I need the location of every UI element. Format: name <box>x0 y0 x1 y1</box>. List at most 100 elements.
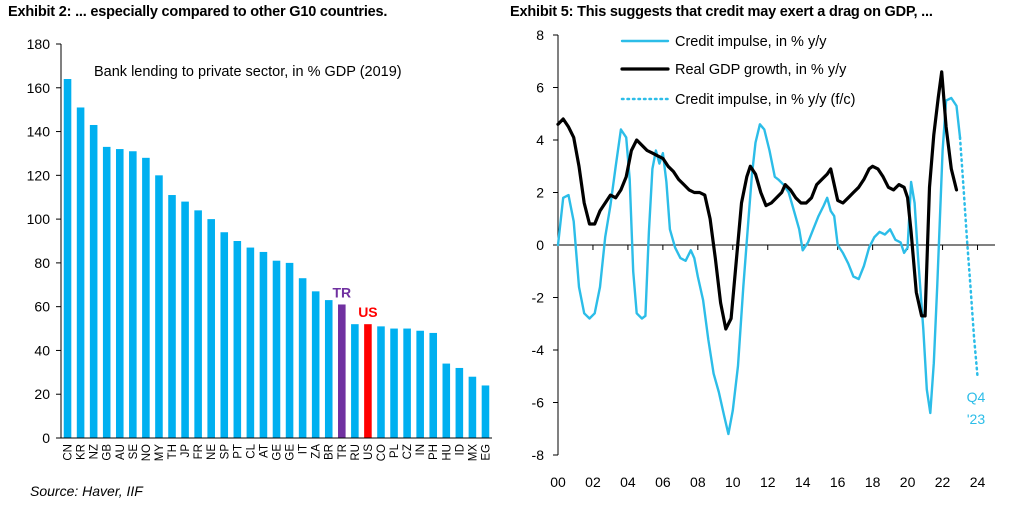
bar-y-tick-label: 100 <box>27 211 51 227</box>
bar-chart-annotation: Bank lending to private sector, in % GDP… <box>94 64 402 80</box>
line-y-tick-label: 2 <box>536 185 544 201</box>
bar <box>311 291 320 438</box>
bar <box>390 328 398 438</box>
line-x-tick-label: 20 <box>900 474 916 490</box>
bar-y-tick-label: 20 <box>34 386 50 402</box>
bar-x-tick-label: CZ <box>402 444 414 459</box>
bar <box>364 324 372 438</box>
line-x-tick-label: 02 <box>585 474 601 490</box>
bar-x-tick-label: KR <box>76 444 88 460</box>
bar-x-tick-label: CL <box>245 443 257 458</box>
right-chart-title: Exhibit 5: This suggests that credit may… <box>510 4 933 20</box>
bank-lending-bar-chart: 0 20 40 60 80 100 120 140 160 180 CN KR NZ GB AU SE NO MY… <box>27 36 493 461</box>
line-y-tick-label: -8 <box>532 447 545 463</box>
bar <box>181 201 189 438</box>
bar-x-tick-label: FR <box>193 444 205 459</box>
bar-x-tick-label: AU <box>115 444 127 460</box>
bar-y-tick-label: 140 <box>27 124 51 140</box>
line-x-tick-label: 04 <box>620 474 636 490</box>
bar-x-tick-label: SE <box>128 444 140 460</box>
bar-x-tick-label: HU <box>441 444 453 461</box>
bar <box>468 376 477 438</box>
bar <box>429 332 438 438</box>
bar <box>338 304 346 438</box>
bar-x-tick-label: SP <box>219 444 231 460</box>
bar <box>324 300 333 438</box>
bar-x-tick-label: TH <box>167 444 179 459</box>
line-x-tick-label: 22 <box>935 474 951 490</box>
bar-y-tick-label: 0 <box>42 430 50 446</box>
bar-x-tick-label: RU <box>350 444 362 461</box>
bar <box>89 124 98 438</box>
bar <box>377 326 385 438</box>
bar <box>220 232 229 438</box>
legend-label: Real GDP growth, in % y/y <box>675 62 847 78</box>
bar-x-tick-label: BR <box>324 444 336 460</box>
bar <box>129 151 137 438</box>
bar-x-tick-label: NZ <box>89 444 101 459</box>
bar <box>442 363 451 438</box>
bar-x-tick-label: PH <box>428 444 440 460</box>
bar-y-tick-label: 60 <box>34 299 50 315</box>
line-y-tick-label: 0 <box>536 237 544 253</box>
bar <box>298 278 307 438</box>
bar <box>115 149 124 439</box>
bar <box>416 330 424 438</box>
bar-y-tick-label: 120 <box>27 167 51 183</box>
bar-x-tick-label: ID <box>454 444 466 456</box>
bar <box>142 157 150 439</box>
bar-x-tick-label: MX <box>467 444 479 462</box>
forecast-annotation: Q4 <box>967 389 986 405</box>
bar-x-tick-label: AT <box>258 444 270 458</box>
bar-x-tick-label: NE <box>206 444 218 460</box>
bar <box>194 210 202 438</box>
bar-x-tick-label: IN <box>415 444 427 456</box>
legend-label: Credit impulse, in % y/y (f/c) <box>675 92 856 108</box>
bar-x-tick-label: NO <box>141 444 153 461</box>
line-x-tick-label: 18 <box>865 474 881 490</box>
bar-y-tick-label: 160 <box>27 80 51 96</box>
line-y-tick-label: 4 <box>536 132 544 148</box>
bar-x-tick-label: EG <box>480 444 492 461</box>
bar-x-tick-label: PT <box>232 444 244 459</box>
bar-x-tick-label: IT <box>298 444 310 454</box>
left-chart-title: Exhibit 2: ... especially compared to ot… <box>8 4 388 20</box>
line-y-tick-label: 8 <box>536 27 544 43</box>
bar-x-tick-label: US <box>363 444 375 460</box>
highlight-label: US <box>358 304 377 320</box>
bar <box>272 260 281 438</box>
bar <box>233 241 242 438</box>
bar-x-tick-label: CN <box>63 444 75 461</box>
line-x-tick-label: 12 <box>760 474 776 490</box>
bar <box>481 385 490 438</box>
bar-x-tick-label: ZA <box>311 444 323 459</box>
legend-label: Credit impulse, in % y/y <box>675 34 827 50</box>
line-x-tick-label: 14 <box>795 474 811 490</box>
bar-x-tick-label: JP <box>180 444 192 458</box>
line-x-tick-label: 00 <box>550 474 566 490</box>
bar <box>246 247 255 438</box>
series-line <box>556 70 959 331</box>
line-x-tick-label: 06 <box>655 474 671 490</box>
bar-x-tick-label: PL <box>389 443 401 458</box>
bar-x-tick-label: CO <box>376 444 388 461</box>
series-line <box>958 136 979 378</box>
bar <box>102 146 111 438</box>
line-y-tick-label: -6 <box>532 395 545 411</box>
bar <box>155 175 163 439</box>
bar-y-tick-label: 180 <box>27 36 51 52</box>
bar <box>351 324 359 438</box>
line-x-tick-label: 10 <box>725 474 741 490</box>
series-line <box>556 96 962 436</box>
bar <box>403 328 411 438</box>
bar-x-tick-label: TR <box>337 444 349 459</box>
bar <box>63 79 72 439</box>
line-x-tick-label: 08 <box>690 474 706 490</box>
forecast-annotation: '23 <box>967 411 985 427</box>
line-y-tick-label: -2 <box>532 290 545 306</box>
bar-x-tick-label: GB <box>102 444 114 461</box>
highlight-label: TR <box>332 284 351 300</box>
bar-y-tick-label: 80 <box>34 255 50 271</box>
